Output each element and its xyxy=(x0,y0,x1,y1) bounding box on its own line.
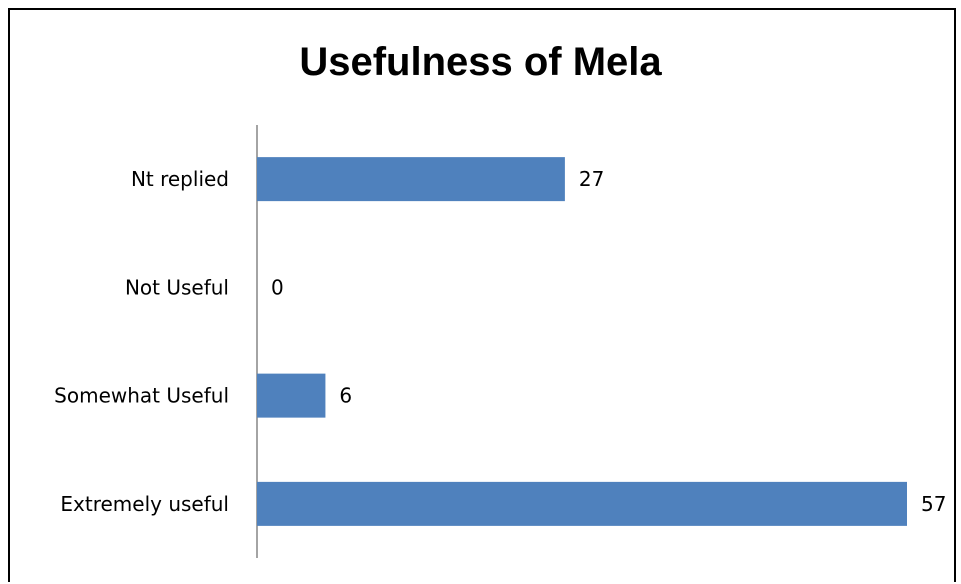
value-labels-group: 27 0 6 57 xyxy=(271,167,946,516)
data-label: 6 xyxy=(339,384,352,408)
bar-somewhat-useful xyxy=(257,373,326,418)
category-label: Nt replied xyxy=(131,167,229,191)
category-label: Not Useful xyxy=(125,275,229,299)
category-label: Somewhat Useful xyxy=(54,384,229,408)
chart-title: Usefulness of Mela xyxy=(299,40,662,84)
bars-group xyxy=(257,157,907,526)
data-label: 57 xyxy=(921,492,946,516)
category-label: Extremely useful xyxy=(60,492,229,516)
bar-nt-replied xyxy=(257,157,565,202)
data-label: 0 xyxy=(271,275,284,299)
data-label: 27 xyxy=(579,167,604,191)
bar-extremely-useful xyxy=(257,481,907,526)
category-labels-group: Nt replied Not Useful Somewhat Useful Extre… xyxy=(54,167,229,516)
